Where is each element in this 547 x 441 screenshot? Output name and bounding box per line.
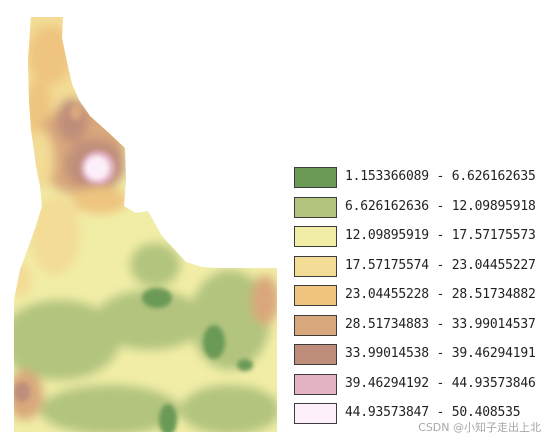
legend-label: 1.153366089 - 6.626162635 [345,169,536,184]
legend: 1.153366089 - 6.626162635 6.626162636 - … [294,165,544,431]
legend-label: 28.51734883 - 33.99014537 [345,316,536,332]
legend-label: 12.09895919 - 17.57175573 [345,228,536,243]
legend-item: 1.153366089 - 6.626162635 [294,165,544,195]
legend-swatch [294,403,337,424]
legend-item: 12.09895919 - 17.57175573 [294,224,544,254]
legend-swatch [294,255,337,277]
legend-label: 33.99014538 - 39.46294191 [345,346,536,361]
legend-label: 39.46294192 - 44.93573846 [345,375,536,391]
legend-swatch [294,167,337,188]
legend-label: 44.93573847 - 50.408535 [345,405,521,420]
idaho-map [14,17,277,432]
legend-swatch [294,196,337,218]
state-raster [14,17,277,432]
legend-item: 39.46294192 - 44.93573846 [294,372,544,402]
legend-swatch [294,285,337,306]
legend-label: 23.04455228 - 28.51734882 [345,287,536,302]
legend-item: 17.57175574 - 23.04455227 [294,254,544,284]
legend-swatch [294,344,337,365]
legend-label: 6.626162636 - 12.09895918 [345,198,536,214]
legend-swatch [294,314,337,336]
legend-label: 17.57175574 - 23.04455227 [345,257,536,273]
legend-item: 23.04455228 - 28.51734882 [294,283,544,313]
legend-item: 44.93573847 - 50.408535 [294,401,544,431]
legend-item: 33.99014538 - 39.46294191 [294,342,544,372]
raster-surface [14,17,277,432]
legend-swatch [294,226,337,247]
legend-swatch [294,373,337,395]
legend-item: 6.626162636 - 12.09895918 [294,195,544,225]
legend-item: 28.51734883 - 33.99014537 [294,313,544,343]
watermark: CSDN @小知子走出上北 [418,421,541,434]
